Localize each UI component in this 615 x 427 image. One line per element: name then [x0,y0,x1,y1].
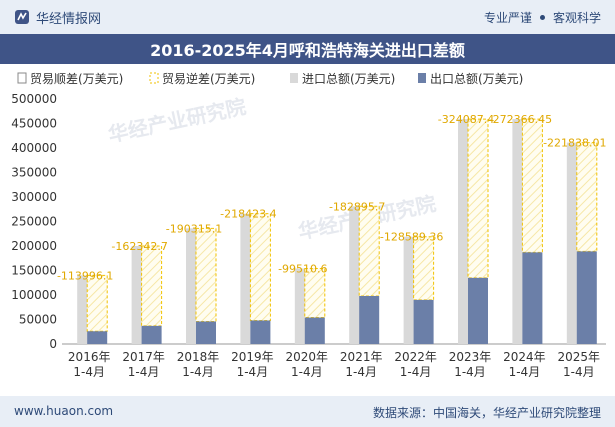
data-label: -272366.45 [489,113,552,126]
legend-label: 贸易逆差(万美元) [162,71,255,86]
footer: www.huaon.com 数据来源：中国海关，华经产业研究院整理 [0,396,615,427]
legend-swatch [149,72,159,84]
export-bar [413,299,434,344]
x-tick-label: 1-4月 [563,365,595,379]
slogan-2: 客观科学 [552,11,601,25]
bars [77,118,598,344]
x-tick-label: 1-4月 [400,365,432,379]
y-tick-label: 100000 [11,288,57,302]
y-tick-label: 200000 [11,239,57,253]
data-source: 数据来源：中国海关，华经产业研究院整理 [372,406,601,420]
y-tick-label: 250000 [11,215,57,229]
export-bar [196,321,216,344]
deficit-box [195,227,217,322]
legend-label: 进口总额(万美元) [302,72,395,86]
chart-title-bar: 2016-2025年4月呼和浩特海关进出口差额 [0,34,615,64]
watermark-text: 华经产业研究院 [106,94,248,147]
brand-name: 华经情报网 [36,11,102,27]
export-bar [522,252,543,344]
axes: 0 50000 100000 150000 200000 250000 300000 3500… [11,92,606,379]
deficit-box [521,118,543,253]
legend-label: 贸易顺差(万美元) [30,72,123,86]
brand[interactable]: 华经情报网 [14,7,101,27]
export-bar [359,295,380,344]
x-tick-label: 1-4月 [291,365,323,379]
data-label: -190315.1 [166,222,222,235]
x-tick-label: 2022年 [394,350,437,364]
x-tick-label: 1-4月 [345,365,377,379]
bullet-dot-icon [539,15,545,20]
legend: 贸易顺差(万美元) 贸易逆差(万美元) 进口总额(万美元) 出口总额(万美元) [17,71,523,86]
bar-chart: 贸易顺差(万美元) 贸易逆差(万美元) 进口总额(万美元) 出口总额(万美元) 华经产… [11,71,607,379]
export-bar [468,277,488,344]
data-label: -162342.7 [111,240,167,253]
x-tick-label: 2024年 [503,350,546,364]
deficit-box [358,205,380,297]
deficit-box [249,213,271,321]
legend-swatch [418,73,426,83]
x-tick-label: 1-4月 [237,365,269,379]
deficit-box [141,245,163,327]
top-bar: 华经情报网 专业严谨 客观科学 [0,0,615,34]
deficit-box [304,268,326,319]
legend-swatch [17,72,27,84]
data-label: -113996.1 [57,269,113,282]
y-tick-label: 500000 [11,92,57,106]
x-tick-label: 2021年 [340,350,383,364]
y-tick-label: 450000 [11,117,57,131]
x-tick-label: 1-4月 [73,365,105,379]
deficit-box [413,236,435,301]
x-tick-label: 2016年 [68,350,111,364]
x-tick-label: 1-4月 [509,365,541,379]
x-tick-label: 2025年 [558,350,601,364]
data-label: -218423.4 [220,208,276,221]
x-tick-label: 1-4月 [454,365,486,379]
deficit-box [86,274,108,332]
x-tick-label: 2019年 [231,350,274,364]
deficit-box [576,142,598,252]
data-label: -99510.6 [278,263,327,276]
x-tick-label: 2018年 [177,350,220,364]
x-tick-label: 2023年 [449,350,492,364]
watermark: 华经产业研究院华经产业研究院 [106,94,438,244]
export-bar [87,331,108,344]
data-label: -221838.01 [543,137,606,150]
x-tick-label: 1-4月 [128,365,160,379]
y-tick-label: 0 [49,337,57,351]
y-tick-label: 400000 [11,141,57,155]
deficit-box [467,118,489,279]
legend-swatch [290,73,298,83]
slogan-1: 专业严谨 [483,11,532,25]
x-tick-label: 1-4月 [182,365,214,379]
website-link[interactable]: www.huaon.com [14,404,114,418]
x-tick-label: 2020年 [286,350,329,364]
x-tick-label: 2017年 [122,350,165,364]
data-labels: -113996.1 -162342.7 -190315.1-218423.4 -995… [57,113,607,282]
export-bar [250,320,271,344]
y-tick-label: 350000 [11,166,57,180]
data-label: -182895.7 [329,200,385,213]
export-bar [141,325,162,344]
y-tick-label: 150000 [11,264,57,278]
chart-title: 2016-2025年4月呼和浩特海关进出口差额 [150,41,465,60]
legend-label: 出口总额(万美元) [430,72,523,86]
export-bar [304,317,325,344]
y-tick-label: 50000 [19,313,57,327]
data-label: -128589.36 [380,231,443,244]
huajing-logo-icon [15,10,29,24]
slogan: 专业严谨 客观科学 [484,9,601,26]
y-tick-label: 300000 [11,190,57,204]
export-bar [576,251,597,344]
data-label: -324087.4 [438,113,494,126]
